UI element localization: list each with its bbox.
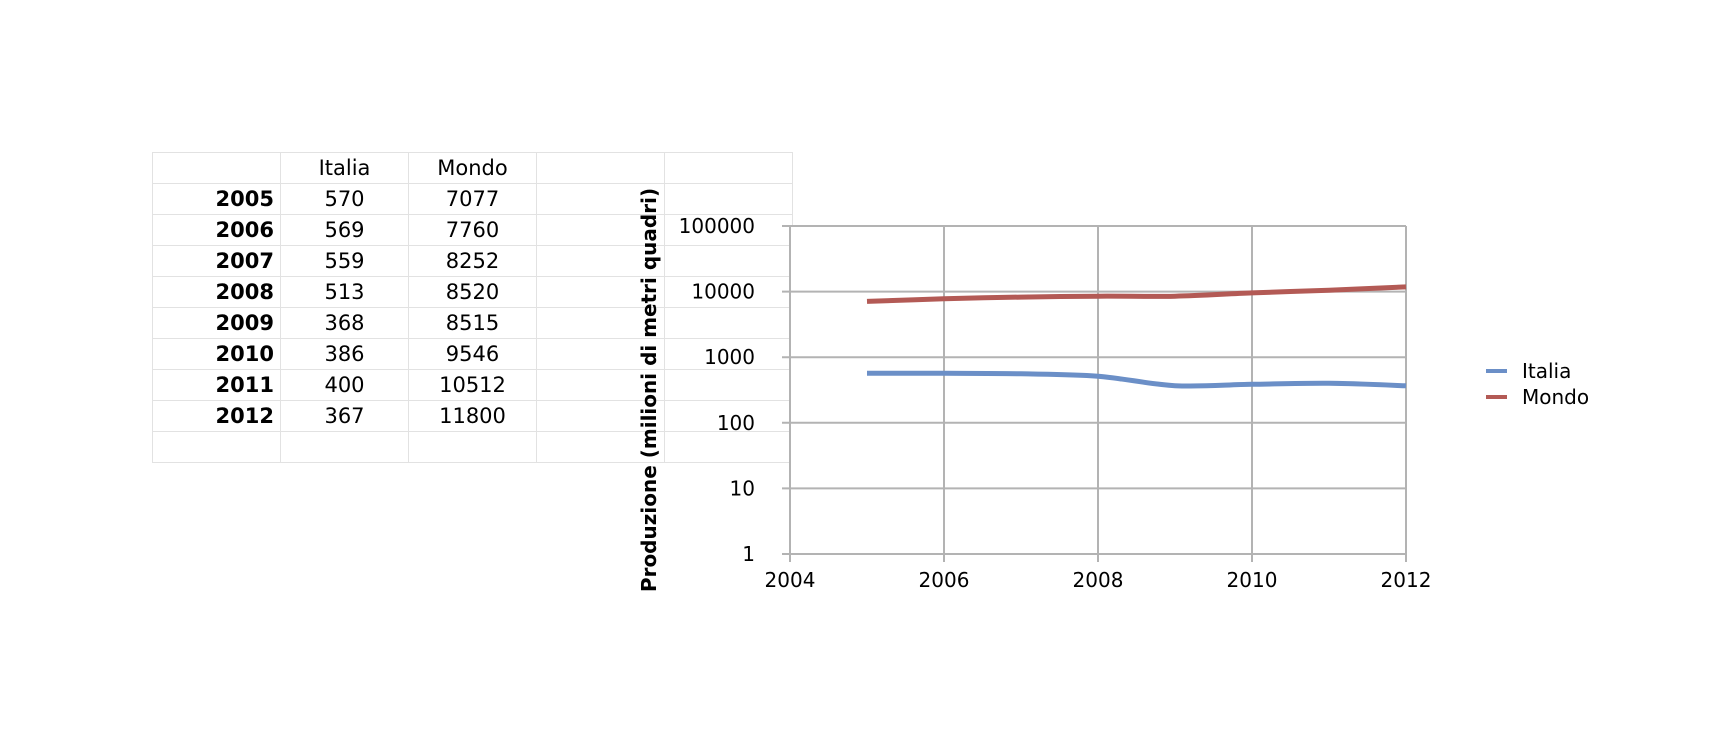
x-tick-label: 2006 (919, 568, 970, 592)
italia-cell[interactable]: 400 (280, 369, 409, 401)
y-tick-label: 100000 (679, 214, 755, 238)
table-row: 2007 559 8252 (152, 245, 793, 277)
year-cell[interactable]: 2006 (152, 214, 281, 246)
italia-cell[interactable]: 569 (280, 214, 409, 246)
year-cell[interactable]: 2011 (152, 369, 281, 401)
y-tick-label: 100 (717, 411, 755, 435)
empty-cell[interactable] (664, 431, 793, 463)
y-tick-label: 10000 (691, 280, 755, 304)
empty-cell[interactable] (664, 369, 793, 401)
data-table: Italia Mondo 2005 570 7077 2006 569 7760… (152, 152, 793, 463)
empty-cell[interactable] (664, 276, 793, 308)
empty-cell[interactable] (536, 214, 665, 246)
y-tick-label: 1 (742, 542, 755, 566)
legend-label-italia: Italia (1522, 359, 1571, 383)
header-cell[interactable] (536, 152, 665, 184)
year-cell[interactable]: 2008 (152, 276, 281, 308)
x-tick-label: 2012 (1381, 568, 1432, 592)
italia-cell[interactable]: 386 (280, 338, 409, 370)
mondo-cell[interactable]: 9546 (408, 338, 537, 370)
x-tick-label: 2008 (1073, 568, 1124, 592)
empty-cell[interactable] (536, 369, 665, 401)
y-tick-label: 1000 (704, 345, 755, 369)
empty-cell[interactable] (280, 431, 409, 463)
empty-cell[interactable] (408, 431, 537, 463)
axis-ticks: 1 10 100 1000 10000 100000 2004 2006 2008 2010 201… (679, 214, 1432, 592)
empty-cell[interactable] (536, 431, 665, 463)
series-line-italia (866, 370, 1407, 389)
mondo-cell[interactable]: 11800 (408, 400, 537, 432)
header-cell[interactable] (664, 152, 793, 184)
y-axis-label: Produzione (milioni di metri quadri) (637, 188, 661, 592)
table-row (152, 431, 793, 463)
table-row: 2006 569 7760 (152, 214, 793, 246)
italia-cell[interactable]: 559 (280, 245, 409, 277)
year-cell[interactable]: 2012 (152, 400, 281, 432)
empty-cell[interactable] (536, 338, 665, 370)
table-row: 2011 400 10512 (152, 369, 793, 401)
italia-cell[interactable]: 570 (280, 183, 409, 215)
year-cell[interactable]: 2005 (152, 183, 281, 215)
year-cell[interactable]: 2009 (152, 307, 281, 339)
table-row: 2012 367 11800 (152, 400, 793, 432)
series-lines (866, 284, 1407, 389)
italia-cell[interactable]: 513 (280, 276, 409, 308)
table-row: 2008 513 8520 (152, 276, 793, 308)
mondo-cell[interactable]: 7760 (408, 214, 537, 246)
table-row: 2010 386 9546 (152, 338, 793, 370)
mondo-cell[interactable]: 8520 (408, 276, 537, 308)
empty-cell[interactable] (664, 214, 793, 246)
series-line-mondo (866, 284, 1407, 304)
x-tick-label: 2004 (765, 568, 816, 592)
x-tick-label: 2010 (1227, 568, 1278, 592)
mondo-cell[interactable]: 8515 (408, 307, 537, 339)
mondo-cell[interactable]: 7077 (408, 183, 537, 215)
empty-cell[interactable] (664, 183, 793, 215)
y-tick-label: 10 (730, 476, 755, 500)
grid (782, 225, 1407, 562)
year-cell[interactable]: 2007 (152, 245, 281, 277)
legend-label-mondo: Mondo (1522, 385, 1589, 409)
year-cell[interactable]: 2010 (152, 338, 281, 370)
